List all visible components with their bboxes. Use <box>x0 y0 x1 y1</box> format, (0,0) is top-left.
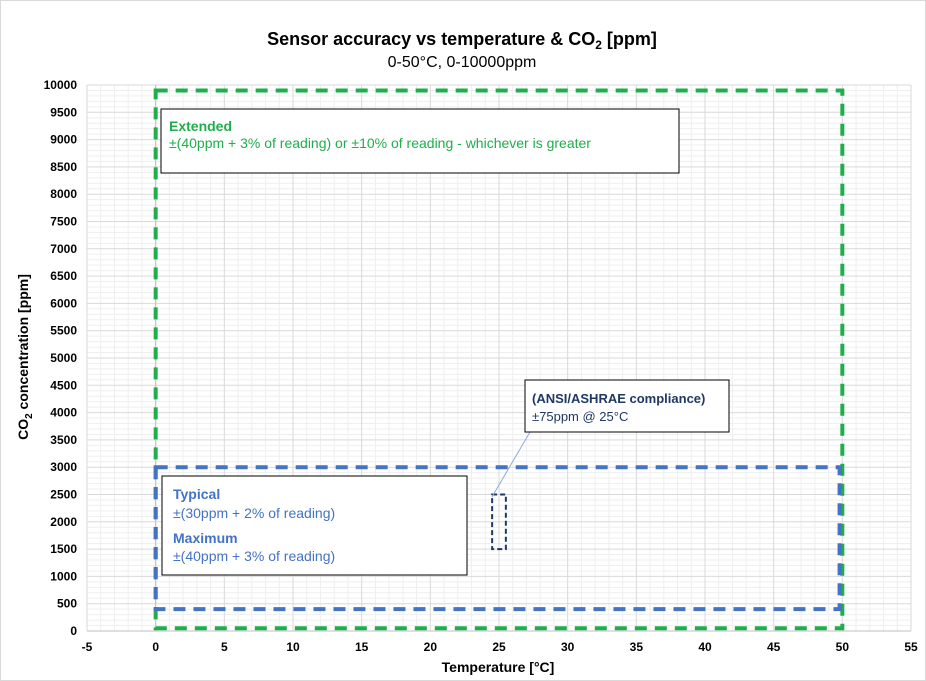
y-tick-label: 5000 <box>50 351 77 365</box>
extended-description: ±(40ppm + 3% of reading) or ±10% of read… <box>169 135 591 151</box>
x-tick-label: 30 <box>561 640 575 654</box>
ashrae-label: (ANSI/ASHRAE compliance) <box>532 391 705 406</box>
y-tick-label: 2500 <box>50 488 77 502</box>
maximum-label: Maximum <box>173 530 238 546</box>
y-tick-label: 9500 <box>50 105 77 119</box>
x-tick-label: 35 <box>630 640 644 654</box>
y-tick-labels: 0 500 1000 1500 2000 2500 3000 3500 4000 4500 5000… <box>44 78 78 638</box>
x-tick-labels: -5 0 5 10 15 20 25 30 35 40 45 50 55 <box>82 640 918 654</box>
typical-label: Typical <box>173 486 220 502</box>
extended-label: Extended <box>169 118 232 134</box>
y-tick-label: 6000 <box>50 296 77 310</box>
y-tick-label: 5500 <box>50 324 77 338</box>
ashrae-region <box>491 493 507 551</box>
x-tick-label: 55 <box>904 640 918 654</box>
y-tick-label: 500 <box>57 597 77 611</box>
x-tick-label: 15 <box>355 640 369 654</box>
x-tick-label: 40 <box>698 640 712 654</box>
ashrae-leader-line <box>491 431 531 498</box>
y-tick-label: 6500 <box>50 269 77 283</box>
chart-title: Sensor accuracy vs temperature & CO2 [pp… <box>267 29 657 52</box>
ashrae-annotation: (ANSI/ASHRAE compliance) ±75ppm @ 25°C <box>524 379 730 433</box>
maximum-description: ±(40ppm + 3% of reading) <box>173 548 335 564</box>
extended-region <box>153 88 845 631</box>
y-tick-label: 2000 <box>50 515 77 529</box>
x-tick-label: 0 <box>152 640 159 654</box>
y-axis-title: CO2 concentration [ppm] <box>15 274 35 440</box>
chart-subtitle: 0-50°C, 0-10000ppm <box>388 54 537 71</box>
x-tick-label: 50 <box>836 640 850 654</box>
y-tick-label: 4000 <box>50 406 77 420</box>
y-tick-label: 8500 <box>50 160 77 174</box>
y-tick-label: 3500 <box>50 433 77 447</box>
x-tick-label: -5 <box>82 640 93 654</box>
y-tick-label: 4500 <box>50 378 77 392</box>
y-tick-label: 0 <box>70 624 77 638</box>
x-tick-label: 45 <box>767 640 781 654</box>
extended-annotation: Extended ±(40ppm + 3% of reading) or ±10… <box>160 108 680 174</box>
x-tick-label: 10 <box>286 640 300 654</box>
accuracy-regions <box>153 88 845 631</box>
y-tick-label: 8000 <box>50 187 77 201</box>
y-tick-label: 10000 <box>44 78 78 92</box>
y-tick-label: 9000 <box>50 133 77 147</box>
y-tick-label: 7500 <box>50 215 77 229</box>
x-tick-label: 20 <box>424 640 438 654</box>
y-tick-label: 1500 <box>50 542 77 556</box>
typical-region <box>153 465 842 612</box>
typical-description: ±(30ppm + 2% of reading) <box>173 505 335 521</box>
y-tick-label: 3000 <box>50 460 77 474</box>
x-axis-title: Temperature [°C] <box>442 659 555 675</box>
typical-maximum-annotation: Typical ±(30ppm + 2% of reading) Maximum… <box>161 475 468 576</box>
y-tick-label: 7000 <box>50 242 77 256</box>
x-tick-label: 25 <box>492 640 506 654</box>
x-tick-label: 5 <box>221 640 228 654</box>
ashrae-description: ±75ppm @ 25°C <box>532 409 628 424</box>
y-tick-label: 1000 <box>50 569 77 583</box>
